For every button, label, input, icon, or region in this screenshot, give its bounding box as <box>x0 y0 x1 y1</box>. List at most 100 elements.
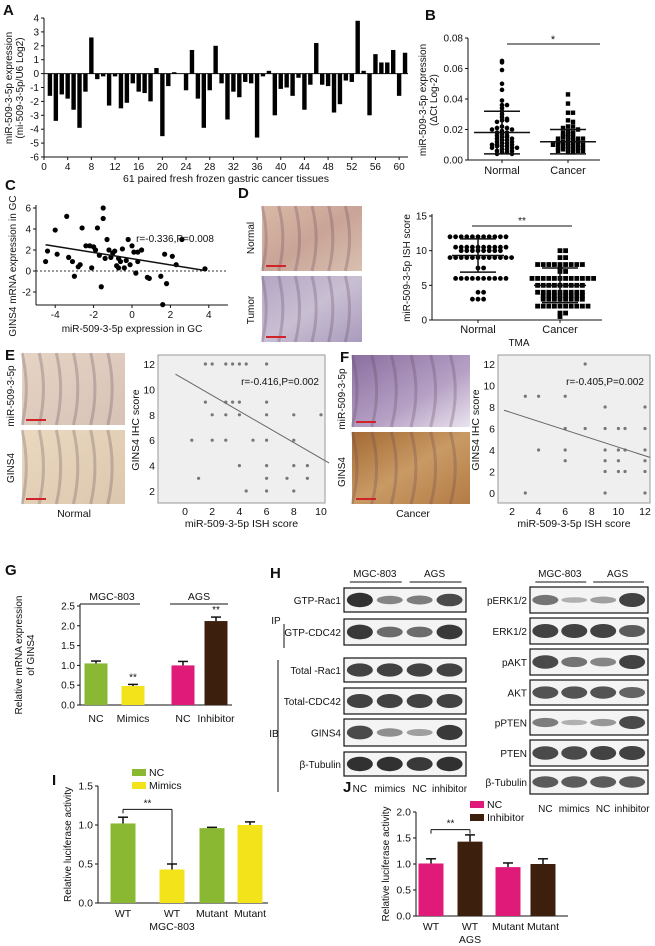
data-point <box>540 293 546 299</box>
data-point <box>492 248 498 254</box>
x-tick-label: 0 <box>182 506 188 518</box>
x-tick-label: 6 <box>264 506 270 518</box>
data-point <box>499 87 505 93</box>
tissue-structure <box>350 354 359 428</box>
data-point <box>580 148 586 154</box>
data-point <box>563 310 568 316</box>
data-point <box>535 289 540 295</box>
bar <box>136 73 141 92</box>
data-point <box>475 296 481 302</box>
data-point <box>557 310 563 316</box>
data-point <box>146 275 152 281</box>
data-point <box>509 127 515 132</box>
data-point <box>458 244 464 250</box>
data-point <box>498 276 503 281</box>
y-tick-label: 2 <box>33 41 39 52</box>
data-point <box>481 234 486 240</box>
y-tick-label: 1 <box>33 55 39 66</box>
y-tick-label: 1.5 <box>61 641 75 652</box>
x-tick-label: NC <box>175 713 191 725</box>
significance-marker: ** <box>518 216 526 227</box>
data-point <box>475 289 481 295</box>
x-tick-label: NC <box>88 713 104 725</box>
significance-marker: * <box>551 34 556 46</box>
bar <box>84 663 108 705</box>
data-point <box>499 98 505 103</box>
x-tick-label: 0 <box>129 310 135 321</box>
panel-letter: D <box>238 185 249 202</box>
data-point <box>616 469 621 474</box>
bar <box>219 73 224 84</box>
data-point <box>563 269 568 274</box>
data-point <box>570 150 576 155</box>
regression-line <box>45 244 206 272</box>
bar <box>290 73 295 96</box>
data-point <box>489 127 495 132</box>
data-point <box>244 489 248 493</box>
data-point <box>568 276 574 281</box>
data-point <box>453 234 458 240</box>
data-point <box>139 247 145 253</box>
data-point <box>492 244 498 250</box>
data-point <box>552 289 557 295</box>
data-point <box>603 459 607 463</box>
tissue-structure <box>327 205 335 272</box>
x-tick-label: 0 <box>41 162 47 173</box>
y-tick-label: -6 <box>30 153 39 164</box>
data-point <box>570 147 576 152</box>
x-tick-label: 4 <box>536 506 542 518</box>
data-point <box>265 400 269 404</box>
legend-swatch <box>470 814 484 821</box>
data-point <box>43 258 49 265</box>
y-tick-label: 6 <box>25 204 31 215</box>
data-point <box>557 262 563 267</box>
x-tick-label: Mutant <box>234 908 266 920</box>
data-point <box>568 289 574 295</box>
data-point <box>575 136 581 141</box>
panel-letter: G <box>5 562 17 579</box>
protein-band <box>619 686 646 699</box>
bar <box>213 45 218 74</box>
y-tick-label: 2.5 <box>61 602 75 613</box>
x-tick-label: 20 <box>157 162 169 173</box>
bar <box>71 73 76 110</box>
data-point <box>210 413 214 417</box>
data-point <box>265 464 269 468</box>
data-point <box>616 459 621 463</box>
data-point <box>575 142 581 147</box>
y-tick-label: 1.5 <box>78 781 93 793</box>
bar <box>355 20 360 74</box>
y-tick-label: -2 <box>30 97 39 108</box>
x-axis-label: miR-509-3-5p expression in GC <box>62 324 203 335</box>
x-tick-label: 60 <box>394 162 406 173</box>
data-point <box>83 243 89 249</box>
tissue-structure <box>409 354 418 428</box>
legend-label: NC <box>487 799 503 811</box>
legend-swatch <box>132 782 146 789</box>
correlation-annotation: r=-0.405,P=0.002 <box>566 377 644 388</box>
data-point <box>98 284 104 290</box>
x-tick-label: Inhibitor <box>197 713 235 725</box>
data-point <box>481 289 486 295</box>
data-point <box>447 234 453 240</box>
data-point <box>292 413 296 417</box>
y-tick-label: 1.0 <box>396 859 411 871</box>
x-tick-label: Mutant <box>492 921 524 933</box>
x-tick-label: 36 <box>252 162 264 173</box>
bar <box>272 73 278 116</box>
protein-band <box>376 728 403 737</box>
y-tick-label: -1 <box>30 83 39 94</box>
y-tick-label: 10 <box>483 381 495 393</box>
group-label: AGS <box>188 591 210 603</box>
data-point <box>470 234 475 240</box>
bar <box>160 73 165 137</box>
data-point <box>570 144 576 149</box>
data-point <box>265 438 269 442</box>
x-tick-label: 40 <box>275 162 287 173</box>
y-axis-label: Relative mRNA expression <box>14 596 25 715</box>
blot-row-label: pERK1/2 <box>487 596 527 607</box>
data-point <box>265 476 269 480</box>
x-tick-label: 4 <box>65 162 71 173</box>
y-axis-label: Relative luciferase activity <box>63 787 74 902</box>
bar <box>100 73 106 77</box>
